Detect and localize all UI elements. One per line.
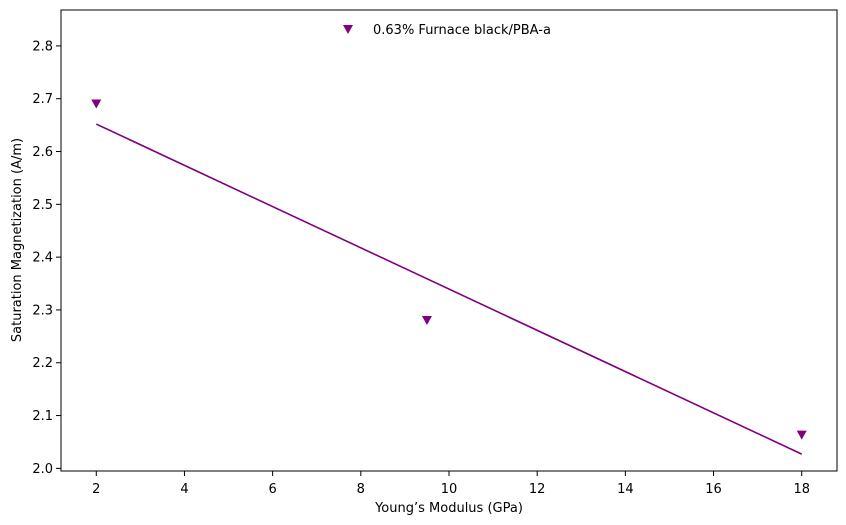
y-tick-label: 2.3 — [32, 303, 53, 318]
x-tick-label: 10 — [441, 482, 458, 497]
x-tick-label: 8 — [357, 482, 365, 497]
x-tick-label: 14 — [617, 482, 634, 497]
data-point-triangle-down — [421, 316, 432, 326]
x-tick-label: 6 — [268, 482, 276, 497]
fit-line — [95, 123, 803, 455]
legend-marker-triangle-down — [343, 25, 353, 34]
x-tick-label: 2 — [92, 482, 100, 497]
x-tick-label: 18 — [793, 482, 810, 497]
legend: 0.63% Furnace black/PBA-a — [343, 23, 551, 38]
y-tick-label: 2.7 — [32, 92, 53, 107]
data-point-triangle-down — [91, 99, 102, 109]
x-axis-ticks: 2 4 6 8 10 12 14 16 18 — [92, 471, 810, 497]
legend-label: 0.63% Furnace black/PBA-a — [373, 23, 551, 38]
y-tick-label: 2.0 — [32, 462, 53, 477]
x-tick-label: 4 — [180, 482, 188, 497]
x-axis-label: Young’s Modulus (GPa) — [374, 501, 523, 516]
y-axis-label: Saturation Magnetization (A/m) — [10, 138, 25, 342]
y-tick-label: 2.2 — [32, 356, 53, 371]
y-tick-label: 2.8 — [32, 39, 53, 54]
series-layer — [91, 99, 807, 455]
y-axis-ticks: 2.0 2.1 2.2 2.3 2.4 2.5 2.6 2.7 2.8 — [32, 39, 61, 477]
y-tick-label: 2.6 — [32, 145, 53, 160]
y-tick-label: 2.5 — [32, 198, 53, 213]
x-tick-label: 16 — [705, 482, 722, 497]
y-tick-label: 2.1 — [32, 409, 53, 424]
plot-area — [60, 9, 838, 472]
y-tick-label: 2.4 — [32, 251, 53, 266]
x-tick-label: 12 — [529, 482, 546, 497]
data-point-triangle-down — [796, 430, 807, 440]
